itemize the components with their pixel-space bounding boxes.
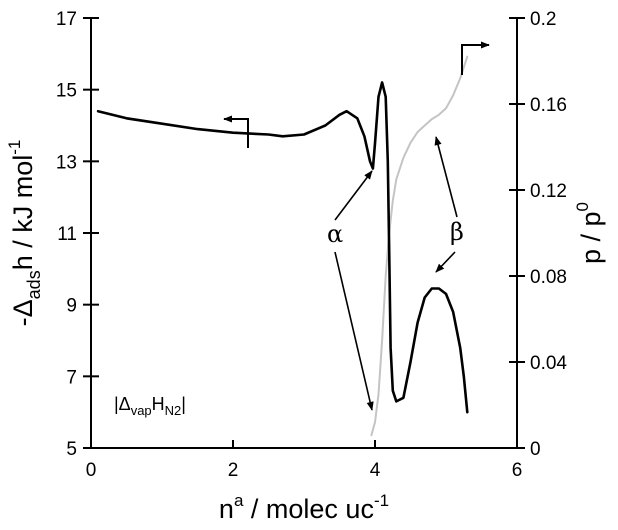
- x-axis-title: na / molec uc-1: [219, 491, 389, 524]
- x-tick-label: 6: [512, 460, 523, 481]
- y-left-ticks: 5 7 9 11 13 15 17: [56, 9, 99, 460]
- y-left-tick-label: 11: [57, 224, 77, 245]
- y-left-tick-label: 13: [56, 152, 77, 173]
- x-ticks: 0 2 4 6: [86, 440, 523, 481]
- y-right-tick-label: 0: [530, 439, 541, 460]
- y-left-tick-label: 7: [66, 367, 77, 388]
- y-right-tick-label: 0.2: [530, 9, 556, 30]
- x-tick-label: 2: [228, 460, 239, 481]
- y-right-tick-label: 0.16: [530, 95, 567, 116]
- beta-arrows: [434, 136, 458, 273]
- enthalpy-series-line: [96, 81, 469, 414]
- alpha-arrows: [334, 170, 374, 411]
- y-left-tick-label: 15: [56, 81, 77, 102]
- series-layer: [96, 55, 469, 437]
- beta-label: β: [450, 218, 464, 246]
- vaporization-enthalpy-label: |ΔvapHN2|: [114, 394, 186, 418]
- right-axis-indicator-arrow: [461, 41, 490, 75]
- y-left-tick-label: 9: [66, 296, 77, 317]
- y-right-tick-label: 0.12: [530, 181, 567, 202]
- y-left-tick-label: 5: [66, 439, 77, 460]
- y-right-ticks: 0 0.04 0.08 0.12 0.16 0.2: [509, 9, 567, 460]
- y-right-axis-title: p / p0: [573, 202, 606, 264]
- alpha-label: α: [327, 220, 343, 248]
- pressure-series-line: [370, 55, 469, 437]
- y-right-tick-label: 0.04: [530, 353, 567, 374]
- y-left-tick-label: 17: [56, 9, 77, 30]
- left-axis-indicator-arrow: [223, 115, 249, 148]
- x-tick-label: 4: [370, 460, 381, 481]
- x-tick-label: 0: [86, 460, 97, 481]
- y-right-tick-label: 0.08: [530, 267, 567, 288]
- y-left-axis-title: -Δadsh / kJ mol-1: [5, 140, 44, 327]
